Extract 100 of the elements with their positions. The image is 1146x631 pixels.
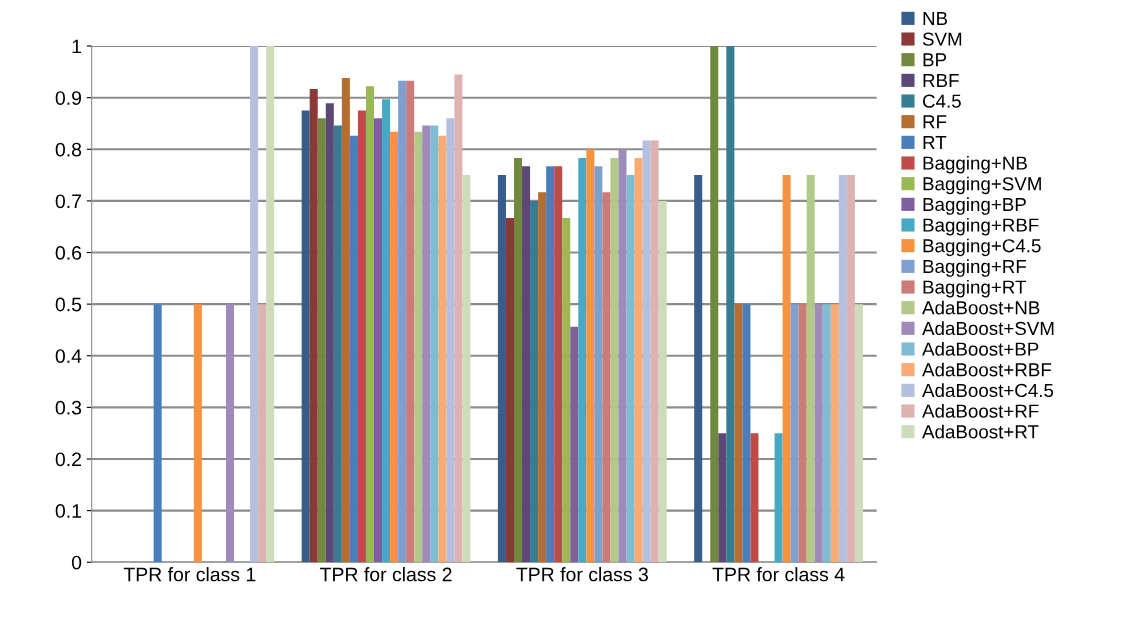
bar bbox=[349, 135, 358, 563]
legend-label: NB bbox=[923, 12, 948, 25]
bar bbox=[309, 88, 318, 563]
bar bbox=[325, 103, 334, 563]
bar bbox=[570, 326, 579, 563]
bar bbox=[357, 110, 366, 563]
bar bbox=[798, 304, 807, 563]
bar bbox=[830, 304, 839, 563]
bar bbox=[497, 175, 506, 563]
bar bbox=[333, 125, 342, 563]
bar bbox=[225, 304, 235, 563]
bar bbox=[650, 140, 659, 563]
bar bbox=[446, 118, 455, 563]
bar bbox=[258, 304, 267, 563]
legend-label: Bagging+SVM bbox=[923, 176, 1041, 195]
legend-label: AdaBoost+C4.5 bbox=[922, 383, 1054, 398]
y-tick-label: 0.3 bbox=[55, 400, 82, 415]
bar bbox=[341, 78, 350, 563]
bar bbox=[430, 125, 439, 563]
bar bbox=[790, 304, 799, 563]
legend-label: Bagging+C4.5 bbox=[923, 238, 1041, 257]
bar bbox=[774, 433, 783, 563]
bar bbox=[546, 166, 555, 563]
bar bbox=[734, 304, 743, 563]
bar bbox=[317, 118, 326, 563]
bar bbox=[562, 217, 571, 563]
y-tick-label: 0 bbox=[71, 555, 82, 570]
legend-label: SVM bbox=[922, 32, 962, 46]
bar bbox=[658, 200, 667, 563]
x-tick-label: TPR for class 3 bbox=[516, 567, 648, 582]
bar bbox=[538, 192, 547, 563]
legend-label: AdaBoost+RF bbox=[922, 403, 1039, 418]
bar bbox=[462, 175, 471, 563]
bar bbox=[838, 175, 847, 563]
bar bbox=[578, 158, 587, 563]
bar bbox=[782, 175, 791, 563]
bar bbox=[505, 217, 514, 563]
bar bbox=[742, 304, 751, 563]
bar bbox=[694, 175, 703, 563]
legend-label: AdaBoost+RT bbox=[922, 424, 1039, 439]
legend-label: AdaBoost+BP bbox=[922, 341, 1039, 356]
bar bbox=[406, 80, 415, 563]
bar bbox=[750, 433, 759, 563]
y-tick-label: 0.2 bbox=[55, 452, 81, 467]
legend-label: AdaBoost+RBF bbox=[922, 362, 1052, 377]
bar bbox=[710, 46, 719, 563]
legend-label: Bagging+RF bbox=[923, 259, 1027, 277]
bar bbox=[514, 158, 523, 563]
bar bbox=[642, 140, 651, 563]
bar bbox=[365, 86, 374, 563]
legend-label: Bagging+NB bbox=[923, 155, 1027, 174]
legend-label: AdaBoost+SVM bbox=[922, 321, 1054, 336]
bar bbox=[634, 158, 643, 563]
x-tick-label: TPR for class 1 bbox=[123, 567, 256, 582]
bar bbox=[626, 175, 635, 563]
bar bbox=[618, 149, 627, 563]
bar bbox=[814, 304, 823, 563]
bar bbox=[726, 46, 735, 563]
bar bbox=[610, 158, 619, 563]
bar bbox=[554, 166, 563, 563]
bar bbox=[438, 135, 447, 563]
legend-label: RBF bbox=[923, 74, 959, 87]
y-tick-label: 0.4 bbox=[55, 349, 82, 363]
bar bbox=[250, 46, 259, 563]
bar bbox=[382, 99, 391, 563]
bar bbox=[806, 175, 815, 563]
legend-label: C4.5 bbox=[922, 94, 961, 108]
legend-label: AdaBoost+NB bbox=[922, 300, 1040, 315]
bar bbox=[718, 433, 727, 563]
bar bbox=[266, 46, 275, 563]
bar bbox=[374, 118, 383, 563]
bar bbox=[530, 200, 539, 563]
y-tick-label: 0.9 bbox=[55, 91, 82, 105]
bar bbox=[586, 149, 595, 563]
bar bbox=[153, 304, 162, 563]
y-tick-label: 0.5 bbox=[55, 297, 82, 312]
bar bbox=[390, 131, 399, 563]
bar bbox=[414, 131, 423, 563]
legend-label: Bagging+RBF bbox=[923, 217, 1039, 236]
bar bbox=[193, 304, 202, 563]
bar bbox=[454, 74, 463, 563]
y-tick-label: 0.1 bbox=[55, 504, 82, 518]
bar bbox=[594, 166, 603, 563]
bar bbox=[398, 80, 407, 563]
x-tick-label: TPR for class 4 bbox=[712, 567, 845, 582]
legend-label: RT bbox=[923, 136, 947, 149]
y-tick-label: 0.6 bbox=[55, 245, 82, 260]
x-tick-label: TPR for class 2 bbox=[320, 567, 452, 582]
bar bbox=[522, 166, 531, 563]
bar bbox=[422, 125, 431, 563]
legend-label: Bagging+BP bbox=[923, 197, 1026, 215]
bar bbox=[854, 304, 863, 563]
bar bbox=[846, 175, 855, 563]
bar bbox=[822, 304, 831, 563]
legend-label: RF bbox=[923, 115, 947, 129]
y-tick-label: 0.8 bbox=[55, 142, 82, 157]
legend-label: Bagging+RT bbox=[923, 279, 1027, 298]
bar bbox=[602, 192, 611, 563]
bar bbox=[301, 110, 310, 563]
legend-label: BP bbox=[923, 53, 947, 67]
